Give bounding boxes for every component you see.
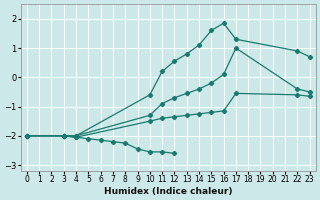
X-axis label: Humidex (Indice chaleur): Humidex (Indice chaleur) [104, 187, 233, 196]
